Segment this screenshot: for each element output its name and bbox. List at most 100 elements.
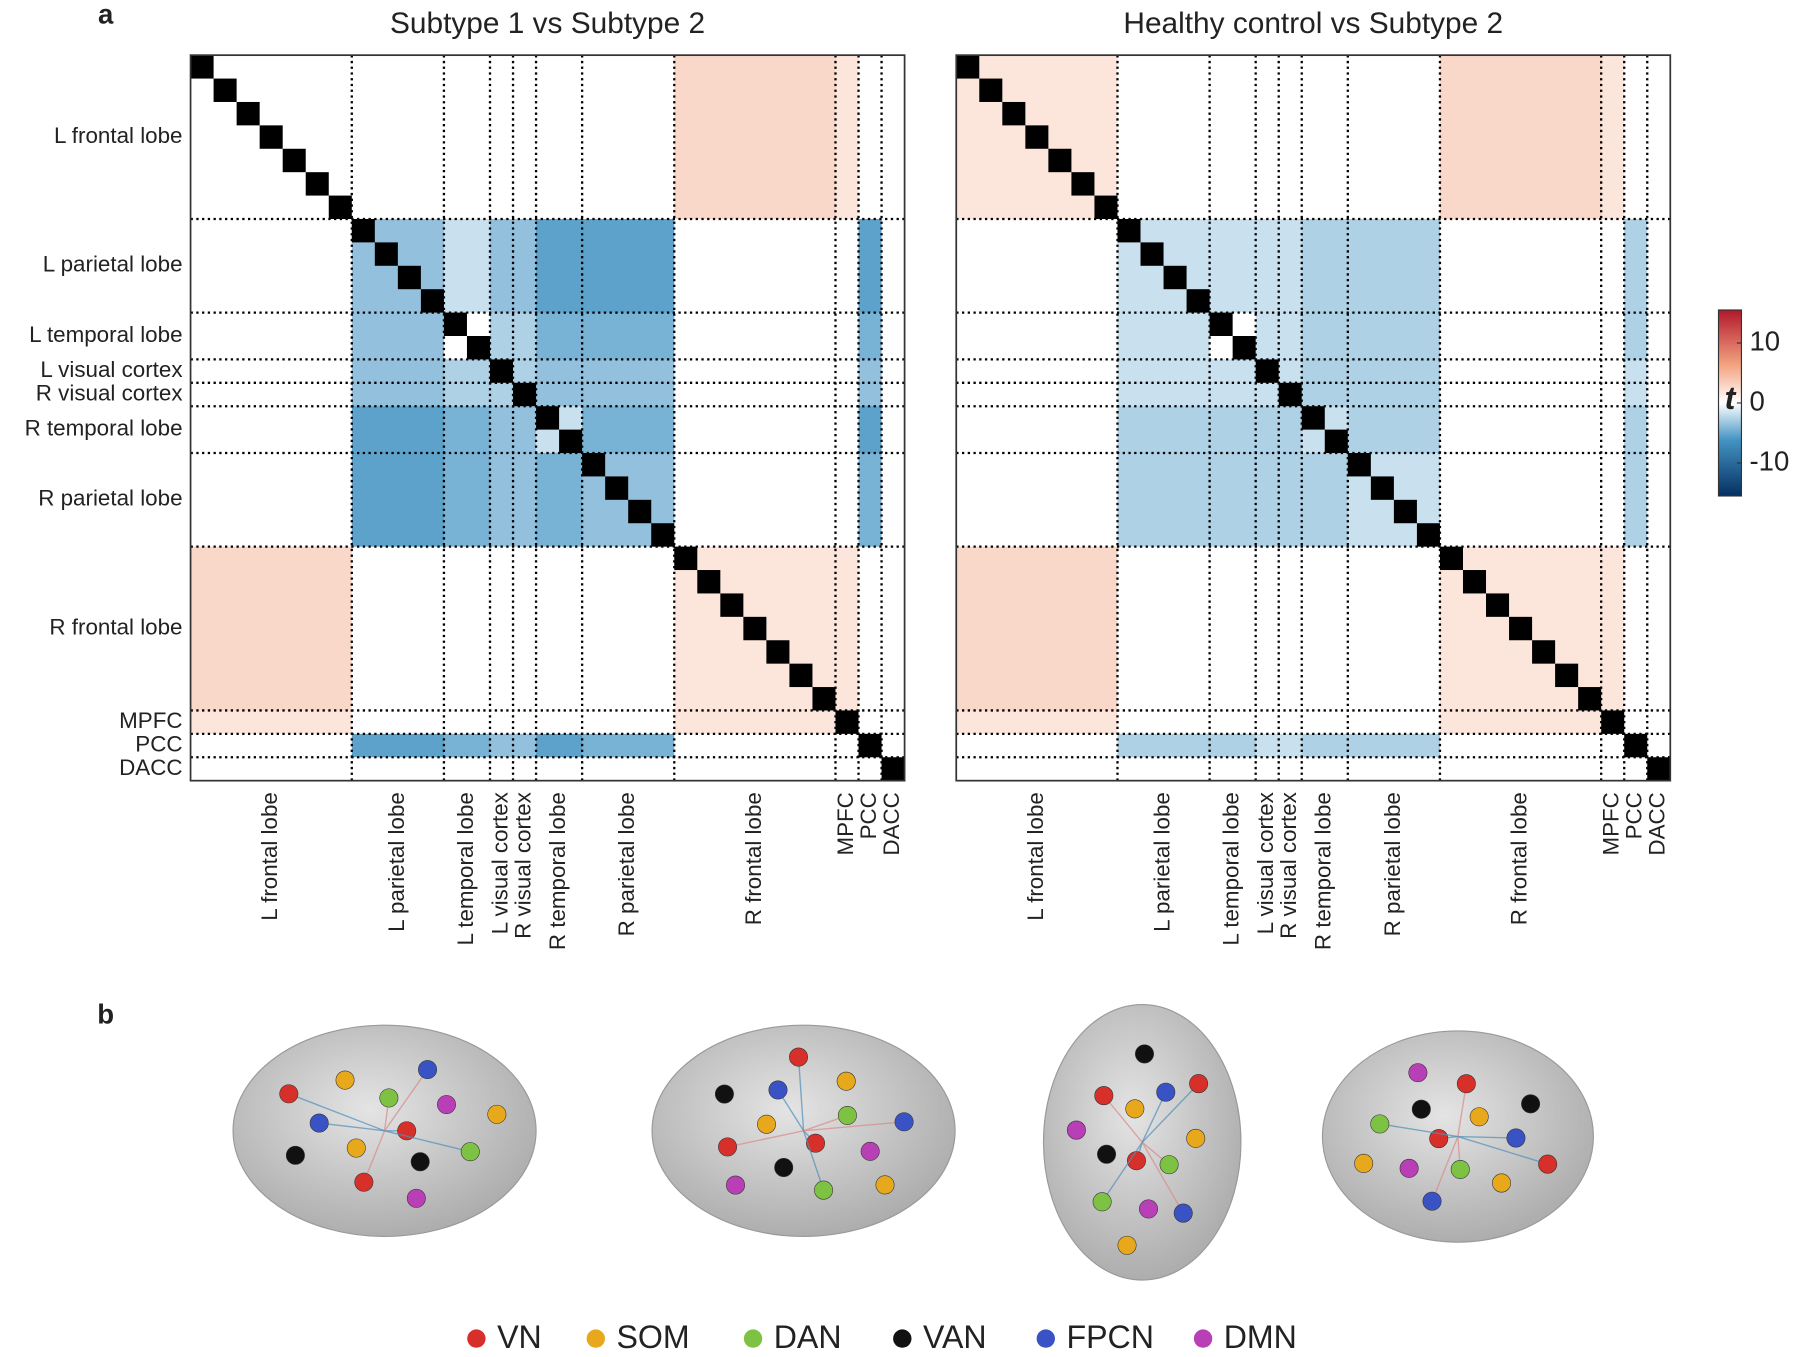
heatmap-cell <box>1301 312 1349 360</box>
diagonal-cell <box>1393 499 1417 524</box>
diagonal-cell <box>1370 476 1394 500</box>
heatmap-cell <box>536 359 583 384</box>
heatmap-cell <box>489 546 514 711</box>
heatmap-cell <box>513 218 537 313</box>
y-tick-label: PCC <box>135 731 182 756</box>
heatmap-cell <box>489 218 514 313</box>
brain-node <box>346 1138 366 1158</box>
heatmap-cell <box>489 312 514 360</box>
heatmap-cell <box>1647 218 1671 313</box>
diagonal-cell <box>1647 757 1671 781</box>
diagonal-cell <box>420 289 444 313</box>
heatmap-cell <box>835 757 859 782</box>
brain-edge <box>384 1130 471 1153</box>
heatmap-cell <box>443 359 491 384</box>
heatmap-cell <box>1647 382 1671 407</box>
heatmap-cell <box>858 359 882 384</box>
heatmap-cell <box>513 359 537 384</box>
heatmap-cell <box>881 312 905 360</box>
y-tick-label: L parietal lobe <box>43 252 183 277</box>
heatmap-cell <box>190 312 353 360</box>
brain-renderings <box>232 1003 1594 1281</box>
brain-node <box>814 1180 834 1200</box>
heatmap-cell <box>536 218 583 313</box>
heatmap-cell <box>1439 382 1602 407</box>
brain-edge <box>288 1093 385 1132</box>
heatmap-cell <box>835 312 859 360</box>
heatmap-cell <box>835 546 859 711</box>
brain-node <box>285 1145 305 1165</box>
brain-node <box>487 1104 507 1124</box>
heatmap-cell <box>1439 406 1602 454</box>
y-tick-label: R frontal lobe <box>49 614 182 639</box>
diagonal-cell <box>328 195 352 219</box>
heatmap-cell <box>835 406 859 454</box>
panel-label: b <box>97 998 114 1029</box>
chart-title: Healthy control vs Subtype 2 <box>1123 7 1503 40</box>
heatmap-cell <box>582 546 675 711</box>
diagonal-cell <box>536 406 560 430</box>
heatmap-cell <box>1601 312 1625 360</box>
colorbar-tick-label: -10 <box>1749 445 1789 476</box>
heatmap-cell <box>956 453 1118 547</box>
x-tick-label: L temporal lobe <box>453 792 478 945</box>
brain-node <box>437 1095 456 1115</box>
diagonal-cell <box>1439 546 1463 571</box>
diagonal-cell <box>1324 429 1348 454</box>
legend-marker <box>1036 1329 1055 1348</box>
brain-edge <box>1101 1141 1143 1203</box>
brain-node <box>1408 1063 1428 1083</box>
heatmap-cell <box>858 406 882 454</box>
heatmap-cell <box>536 757 583 782</box>
heatmap-cell <box>674 406 836 454</box>
brain-node <box>1117 1235 1137 1255</box>
heatmap-cell <box>1601 453 1625 547</box>
x-tick-label: DACC <box>879 792 904 855</box>
heatmap-cell <box>1255 546 1280 711</box>
heatmap-cell <box>956 218 1118 313</box>
heatmap-cell <box>1117 382 1210 407</box>
heatmap-cell <box>1255 218 1280 313</box>
brain-node <box>768 1080 788 1100</box>
heatmap-cell <box>1347 710 1441 735</box>
heatmap-cell <box>1301 710 1349 735</box>
diagonal-cell <box>1347 453 1371 477</box>
heatmap-cell <box>881 382 905 407</box>
heatmap-cell <box>351 546 445 711</box>
diagonal-cell <box>697 570 721 594</box>
diagonal-cell <box>1163 265 1187 290</box>
brain-node <box>1354 1153 1374 1173</box>
heatmap-cell <box>1301 546 1349 711</box>
brain-edge <box>1431 1136 1459 1202</box>
diagonal-cell <box>236 101 260 126</box>
heatmap-cell <box>443 757 491 782</box>
heatmap-cell <box>582 218 675 313</box>
brain-node <box>418 1060 438 1080</box>
heatmap-cell <box>582 312 675 360</box>
brain-edge <box>802 1130 825 1191</box>
heatmap-cell <box>881 359 905 384</box>
heatmap-cell <box>513 710 537 735</box>
heatmap-cell <box>1624 359 1648 384</box>
brain-node <box>309 1113 329 1133</box>
diagonal-cell <box>559 429 583 454</box>
heatmap-cell <box>351 359 445 384</box>
heatmap-cell <box>1255 406 1280 454</box>
heatmap-cell <box>489 406 514 454</box>
heatmap-cell <box>1601 382 1625 407</box>
heatmap-cell <box>881 406 905 454</box>
diagonal-cell <box>858 733 882 758</box>
legend-label: VAN <box>923 1319 987 1355</box>
diagonal-cell <box>766 640 790 664</box>
brain-node <box>1159 1155 1179 1175</box>
brain-edge <box>319 1122 385 1132</box>
heatmap-cell <box>674 359 836 384</box>
heatmap-cell <box>1301 382 1349 407</box>
y-tick-label: DACC <box>119 755 182 780</box>
diagonal-cell <box>582 453 606 477</box>
heatmap-cell <box>1624 55 1648 220</box>
heatmap-cell <box>1601 733 1625 758</box>
brain-node <box>379 1088 399 1108</box>
x-tick-label: MPFC <box>1599 792 1624 855</box>
diagonal-cell <box>789 663 813 688</box>
